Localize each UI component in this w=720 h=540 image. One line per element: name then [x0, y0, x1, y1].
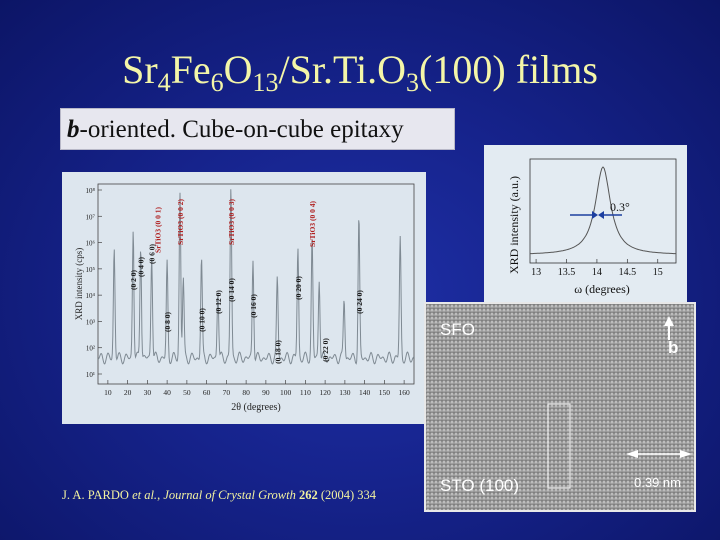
title-subscript: 13: [252, 68, 279, 97]
tem-sfo-label: SFO: [440, 320, 475, 339]
xrd-peak-label: (0 2 0): [129, 270, 138, 290]
rocking-xtick-label: 13: [531, 267, 541, 278]
xrd-xtick-label: 90: [262, 388, 270, 397]
rocking-xtick-label: 14.5: [619, 267, 637, 278]
scale-arrow-right-icon: [680, 450, 692, 458]
rocking-xlabel: ω (degrees): [574, 282, 630, 296]
xrd-substrate-label: SrTiO3 (0 0 1): [153, 207, 162, 253]
xrd-ytick-label: 10⁷: [86, 213, 96, 221]
rocking-curve-line: [530, 166, 676, 255]
xrd-xtick-label: 50: [183, 388, 191, 397]
xrd-ytick-label: 10⁸: [86, 187, 96, 195]
xrd-ylabel: XRD intensity (cps): [74, 248, 84, 321]
xrd-substrate-label: SrTiO3 (0 0 3): [227, 199, 236, 245]
xrd-ytick-label: 10⁵: [86, 266, 96, 274]
title-text: O: [223, 47, 253, 92]
xrd-axes-frame: [97, 183, 415, 385]
xrd-xtick-label: 100: [280, 388, 292, 397]
xrd-peak-label: (0 4 0): [137, 257, 146, 277]
xrd-ytick-label: 10⁴: [86, 292, 96, 300]
xrd-peak-label: (0 16 0): [249, 294, 258, 318]
title-text: /Sr.Ti.O: [278, 47, 407, 92]
xrd-xtick-label: 110: [300, 388, 311, 397]
rocking-xtick-label: 13.5: [558, 267, 576, 278]
title-subscript: 4: [157, 68, 171, 97]
xrd-peak-label: (0 6 0): [148, 244, 157, 264]
citation-authors: J. A. PARDO: [62, 488, 133, 502]
xrd-peak-label: (0 20 0): [294, 276, 303, 300]
tem-image-panel: SFO STO (100) b 0.39 nm: [424, 302, 696, 512]
xrd-peak-label: (0 12 0): [214, 290, 223, 314]
xrd-xtick-label: 60: [203, 388, 211, 397]
rocking-xtick-label: 15: [653, 267, 663, 278]
xrd-xtick-label: 70: [223, 388, 231, 397]
tem-sto-label: STO (100): [440, 476, 520, 495]
xrd-peak-label: (0 22 0): [321, 338, 330, 362]
subtitle-box: b-oriented. Cube-on-cube epitaxy: [60, 108, 455, 150]
title-subscript: 6: [210, 68, 224, 97]
citation-volume: 262: [298, 488, 318, 502]
unit-cell-box: [547, 403, 571, 489]
xrd-xtick-label: 20: [124, 388, 132, 397]
citation-etal: et al.: [132, 488, 158, 502]
xrd-xlabel: 2θ (degrees): [231, 402, 281, 413]
xrd-ytick-label: 10⁶: [86, 240, 96, 248]
xrd-peak-label: (0 10 0): [197, 308, 206, 332]
subtitle-italic: b: [67, 116, 80, 143]
xrd-xtick-label: 40: [163, 388, 171, 397]
xrd-xtick-label: 130: [339, 388, 351, 397]
citation-sep: ,: [157, 488, 164, 502]
xrd-ytick-label: 10¹: [86, 371, 95, 379]
xrd-ytick-label: 10²: [86, 345, 95, 353]
xrd-peak-label: (0 24 0): [355, 290, 364, 314]
xrd-xtick-label: 30: [144, 388, 152, 397]
fwhm-arrowhead-left: [592, 211, 598, 219]
xrd-ytick-label: 10³: [86, 318, 95, 326]
xrd-xtick-label: 140: [359, 388, 371, 397]
xrd-xtick-label: 160: [399, 388, 411, 397]
fwhm-arrowhead-right: [598, 211, 604, 219]
title-text: (100) films: [419, 47, 598, 92]
subtitle-text: -oriented. Cube-on-cube epitaxy: [79, 116, 404, 143]
xrd-peak-label: (0 8 0): [163, 312, 172, 332]
xrd-peak-label: (0 14 0): [227, 278, 236, 302]
xrd-xtick-label: 80: [242, 388, 250, 397]
rocking-axes-frame: [529, 158, 677, 264]
slide-title: Sr4Fe6O13/Sr.Ti.O3(100) films: [0, 44, 720, 96]
xrd-peak-label: (0 18 0): [273, 340, 282, 364]
rocking-ylabel: XRD intensity (a.u.): [507, 176, 521, 274]
xrd-plot-panel: 10 20 30 40 50 60 70 80 90 100 110 120 130 140 150 160 …: [62, 172, 426, 424]
xrd-substrate-label: SrTiO3 (0 0 4): [308, 201, 317, 247]
citation: J. A. PARDO et al., Journal of Crystal G…: [62, 488, 422, 503]
title-subscript: 3: [406, 68, 420, 97]
title-text: Fe: [170, 47, 211, 92]
xrd-xtick-label: 150: [379, 388, 391, 397]
xrd-xtick-label: 120: [320, 388, 332, 397]
rocking-curve-panel: 13 13.5 14 14.5 15 0.3° ω (degrees) XRD inte…: [484, 145, 687, 302]
tem-scale-label: 0.39 nm: [634, 475, 681, 490]
rocking-xtick-label: 14: [592, 267, 602, 278]
tem-lattice-image: [426, 304, 694, 510]
fwhm-label: 0.3°: [610, 200, 630, 214]
xrd-substrate-label: SrTiO3 (0 0 2): [176, 199, 185, 245]
citation-rest: (2004) 334: [317, 488, 377, 502]
xrd-plot: 10 20 30 40 50 60 70 80 90 100 110 120 130 140 150 160 …: [74, 183, 415, 413]
tem-overlay: [547, 316, 692, 489]
xrd-spectrum-line: [97, 189, 415, 365]
scale-arrow-left-icon: [626, 450, 638, 458]
b-axis-arrow-icon: [664, 316, 674, 326]
xrd-xtick-label: 10: [104, 388, 112, 397]
title-text: Sr: [122, 47, 158, 92]
tem-b-axis-label: b: [668, 338, 679, 357]
rocking-curve-plot: 13 13.5 14 14.5 15 0.3° ω (degrees) XRD inte…: [507, 158, 677, 296]
citation-journal: Journal of Crystal Growth: [163, 488, 296, 502]
